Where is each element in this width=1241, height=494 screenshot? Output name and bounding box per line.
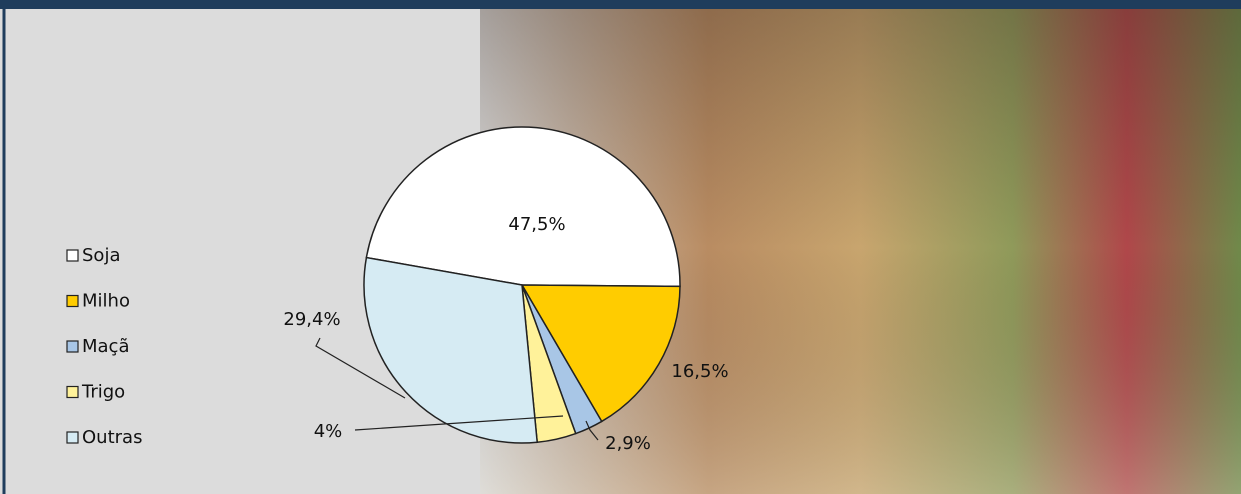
legend-label: Trigo [81, 382, 125, 403]
leader-line [354, 415, 564, 431]
value-label: 4% [314, 421, 343, 442]
pie: 47,5% 16,5% 2,9% 4% 29,4% [283, 126, 729, 454]
legend-swatch [66, 385, 79, 399]
pie-slice [363, 256, 539, 444]
legend-swatch [66, 431, 79, 444]
legend-swatch [66, 249, 79, 262]
pie-slice [365, 126, 681, 288]
frame [2, 4, 1241, 494]
value-label: 47,5% [508, 214, 565, 235]
legend: Soja Milho Maçã Trigo Outras [66, 245, 142, 448]
value-label: 29,4% [283, 309, 340, 330]
legend-swatch [66, 294, 79, 308]
legend-swatch [66, 340, 79, 353]
value-label: 2,9% [605, 433, 651, 454]
legend-label: Soja [82, 245, 120, 266]
legend-label: Maçã [82, 336, 130, 357]
legend-label: Milho [82, 291, 130, 312]
leader-line [585, 420, 599, 441]
legend-label: Outras [82, 427, 142, 448]
leader-line [315, 337, 406, 399]
pie-slice [520, 284, 681, 423]
value-label: 16,5% [671, 361, 728, 382]
